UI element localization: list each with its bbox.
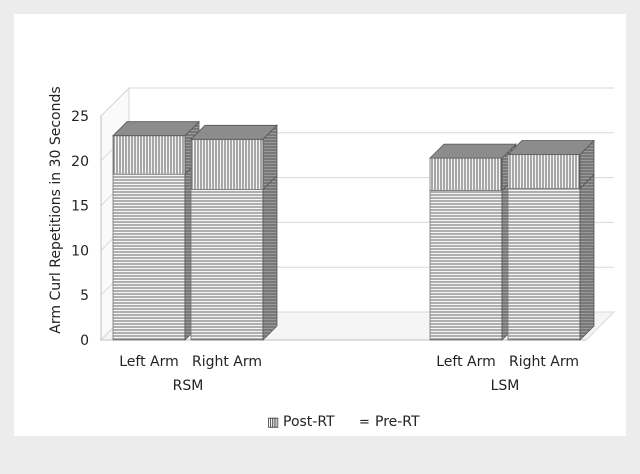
stacked-bar-chart: 0 5 10 15 20 25 Left Arm Right Arm RSM Left Arm R… [48,86,616,430]
bar-pre-rt-rsm-right-arm [190,174,278,341]
bar-post-rt-rsm-left-arm [112,120,200,176]
bar-top-cap [507,140,595,155]
bar-side [262,174,278,341]
x-group-label: LSM [491,378,520,394]
bar-front [112,135,186,175]
y-tick-label: 15 [71,199,89,215]
y-axis-label: Arm Curl Repetitions in 30 Seconds [48,86,64,333]
legend-symbol: ▥ [267,415,279,430]
bars [112,120,595,341]
gridline [100,87,614,117]
bar-post-rt-lsm-right-arm [507,139,595,190]
x-group-label: RSM [173,378,204,394]
legend-label: Pre-RT [375,414,420,430]
y-tick-label: 0 [80,333,89,349]
bar-top-cap [112,121,200,137]
bar-side [579,173,595,341]
y-tick-label: 5 [80,288,89,304]
bar-pre-rt-lsm-left-arm [429,175,517,341]
y-axis: 0 5 10 15 20 25 [71,109,586,349]
bar-post-rt-rsm-right-arm [190,124,278,191]
bar-front [190,189,264,341]
x-axis: Left Arm Right Arm RSM Left Arm Right Arm LSM [119,354,579,394]
bar-top-cap [190,124,278,140]
bar-front [190,138,264,190]
bar-top-cap [429,143,517,159]
y-tick-label: 10 [71,243,89,259]
legend: ▥ Post-RT = Pre-RT [267,414,420,430]
bar-front [429,157,503,191]
bar-front [507,188,581,341]
bar-front [429,189,503,341]
y-tick-label: 20 [71,154,89,170]
x-tick-label: Left Arm [119,354,179,370]
x-tick-label: Left Arm [436,354,496,370]
bar-pre-rt-rsm-left-arm [112,159,200,341]
bar-pre-rt-lsm-right-arm [507,173,595,341]
chart-frame: 0 5 10 15 20 25 Left Arm Right Arm RSM Left Arm R… [14,14,626,436]
bar-front [507,154,581,189]
x-tick-label: Right Arm [509,354,579,370]
y-tick-label: 25 [71,109,89,125]
legend-symbol: = [359,415,370,430]
bar-front [112,173,186,341]
legend-label: Post-RT [283,414,335,430]
x-tick-label: Right Arm [192,354,262,370]
